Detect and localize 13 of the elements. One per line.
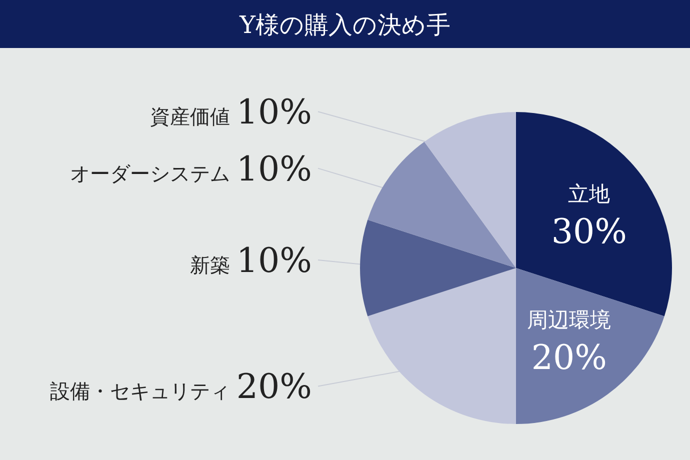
slice-label: 新築 — [190, 253, 236, 277]
slice-label: オーダーシステム — [70, 161, 236, 186]
slice-label: 設備・セキュリティ — [50, 379, 236, 404]
data-label: 10% — [236, 92, 312, 133]
data-label: 20% — [236, 367, 312, 408]
data-label: 10% — [236, 241, 312, 281]
chart-title: Y様の購入の決め手 — [238, 11, 450, 39]
data-label: 30% — [551, 212, 627, 252]
data-label: 10% — [236, 149, 312, 190]
slice-label: 周辺環境 — [527, 308, 612, 332]
slice-label: 立地 — [568, 182, 610, 206]
data-label: 20% — [531, 338, 607, 378]
slice-label: 資産価値 — [150, 104, 236, 129]
